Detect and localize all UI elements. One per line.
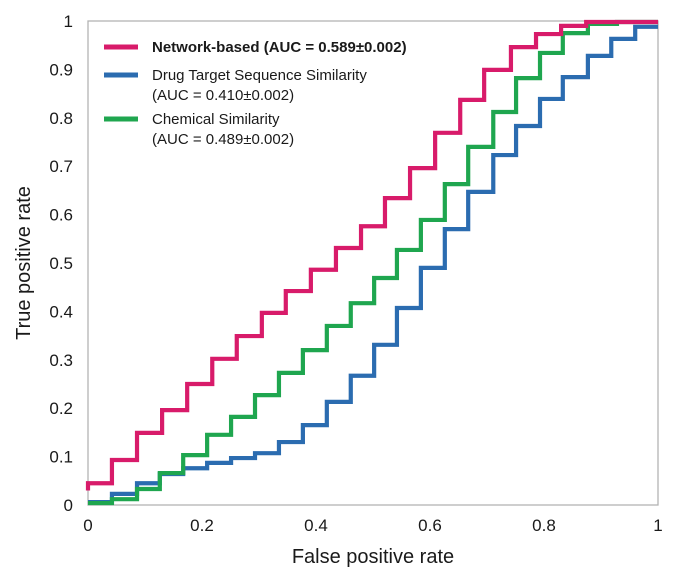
- series-line-chemical-similarity: [88, 19, 658, 506]
- y-tick-label: 0.4: [49, 302, 73, 321]
- x-tick-label: 0.4: [304, 516, 328, 535]
- y-tick-label: 0.9: [49, 60, 73, 79]
- x-axis-ticks: 0 0.2 0.4 0.6 0.8 1: [83, 516, 662, 535]
- y-tick-label: 0: [64, 496, 73, 515]
- y-tick-label: 0.1: [49, 448, 73, 467]
- y-tick-label: 0.8: [49, 109, 73, 128]
- y-tick-label: 1: [64, 12, 73, 31]
- plot-area-frame: [87, 20, 659, 506]
- x-tick-label: 0.2: [190, 516, 214, 535]
- x-tick-label: 0.6: [418, 516, 442, 535]
- legend-label: (AUC = 0.410±0.002): [152, 87, 294, 104]
- legend: Network-based (AUC = 0.589±0.002) Drug Ta…: [104, 39, 407, 148]
- y-axis-label: True positive rate: [13, 186, 35, 340]
- legend-item: Drug Target Sequence Similarity (AUC = 0.…: [104, 67, 367, 104]
- y-axis-ticks: 0 0.1 0.2 0.3 0.4 0.5 0.6 0.7 0.8 0.9 1: [49, 12, 73, 515]
- x-tick-label: 0.8: [532, 516, 556, 535]
- legend-label: Chemical Similarity: [152, 111, 280, 128]
- legend-label: Drug Target Sequence Similarity: [152, 67, 367, 84]
- y-tick-label: 0.3: [49, 351, 73, 370]
- series-layer: [85, 19, 658, 506]
- y-tick-label: 0.2: [49, 399, 73, 418]
- x-axis-label: False positive rate: [292, 546, 454, 568]
- legend-item: Network-based (AUC = 0.589±0.002): [104, 39, 407, 56]
- x-tick-label: 1: [653, 516, 662, 535]
- legend-label: Network-based (AUC = 0.589±0.002): [152, 39, 407, 56]
- y-tick-label: 0.6: [49, 206, 73, 225]
- legend-item: Chemical Similarity (AUC = 0.489±0.002): [104, 111, 294, 148]
- x-tick-label: 0: [83, 516, 92, 535]
- series-line-network-based: [85, 19, 658, 491]
- y-tick-label: 0.7: [49, 157, 73, 176]
- legend-label: (AUC = 0.489±0.002): [152, 131, 294, 148]
- y-tick-label: 0.5: [49, 254, 73, 273]
